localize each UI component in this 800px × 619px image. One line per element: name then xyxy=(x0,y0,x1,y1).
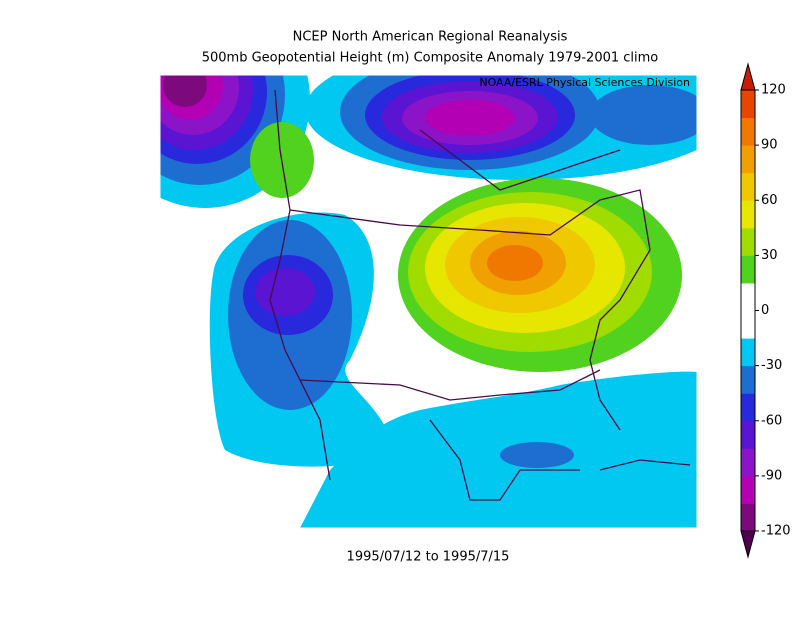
colorbar-band xyxy=(741,365,755,394)
colorbar-tick-label: -90 xyxy=(761,468,782,483)
colorbar-band xyxy=(741,338,755,367)
colorbar-band xyxy=(741,145,755,174)
contour xyxy=(300,371,697,528)
contour xyxy=(163,75,207,107)
colorbar-tick-label: 30 xyxy=(761,248,778,263)
coastline xyxy=(419,129,691,471)
colorbar-band xyxy=(741,255,755,284)
contour xyxy=(590,85,697,145)
colorbar-tick-label: 0 xyxy=(761,303,769,318)
contour xyxy=(425,100,515,136)
colorbar-tick-label: -60 xyxy=(761,413,782,428)
colorbar-band xyxy=(741,117,755,146)
colorbar-band xyxy=(741,310,755,339)
title: NCEP North American Regional Reanalysis xyxy=(293,30,568,45)
contour xyxy=(487,245,543,281)
colorbar-band xyxy=(741,503,755,532)
coastline xyxy=(269,89,331,481)
colorbar-band xyxy=(741,393,755,422)
colorbar-under xyxy=(740,530,756,559)
subtitle: 500mb Geopotential Height (m) Composite … xyxy=(202,51,659,66)
colorbar-band xyxy=(741,200,755,229)
colorbar-band xyxy=(741,172,755,201)
colorbar-band xyxy=(741,448,755,477)
colorbar-band xyxy=(741,475,755,504)
colorbar-band xyxy=(741,90,755,119)
contour xyxy=(500,442,574,468)
map-frame xyxy=(159,74,698,529)
colorbar-tick-label: 120 xyxy=(761,83,786,98)
colorbar-tick-label: 90 xyxy=(761,138,778,153)
contour xyxy=(255,268,315,316)
date-range: 1995/07/12 to 1995/7/15 xyxy=(347,550,510,565)
colorbar-tick-label: -120 xyxy=(761,524,791,539)
colorbar-band xyxy=(741,227,755,256)
colorbar-band xyxy=(741,420,755,449)
map-area xyxy=(160,75,697,528)
colorbar: 120 90 60 30 0 -30 -60 -90 -120 xyxy=(740,62,791,559)
coastline xyxy=(299,369,601,501)
colorbar-tick-label: -30 xyxy=(761,358,782,373)
coastline xyxy=(289,189,651,431)
credit: NOAA/ESRL Physical Sciences Division xyxy=(479,76,690,89)
colorbar-band xyxy=(741,282,755,311)
colorbar-over xyxy=(740,62,756,91)
colorbar-tick-label: 60 xyxy=(761,193,778,208)
